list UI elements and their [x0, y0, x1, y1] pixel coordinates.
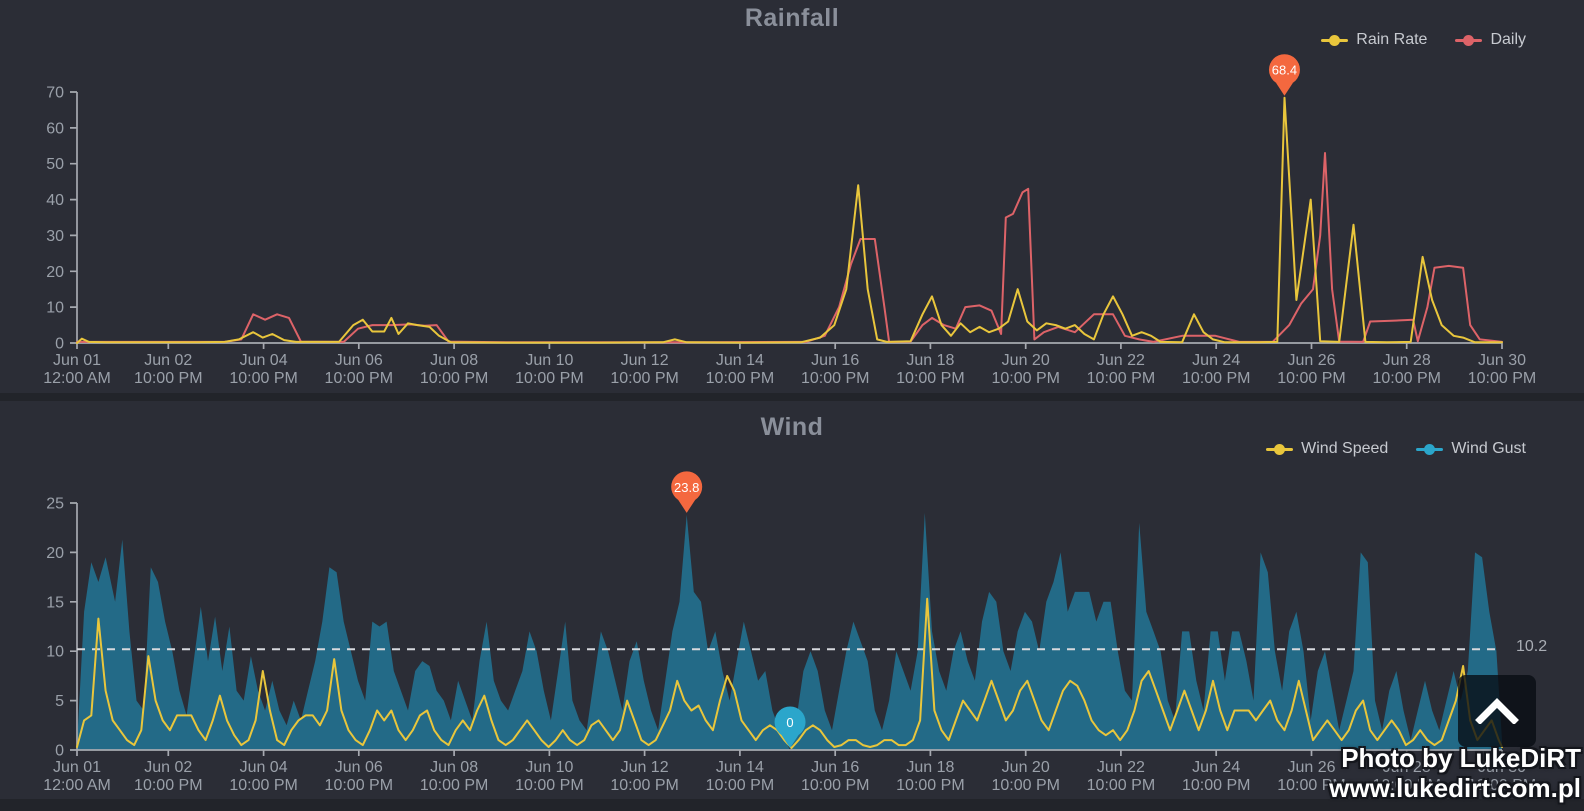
wind-speed-swatch-icon	[1266, 441, 1294, 457]
x-tick-label: Jun 04 10:00 PM	[229, 759, 297, 794]
rainfall-legend: Rain Rate Daily	[1321, 31, 1526, 49]
y-tick-label: 10	[46, 300, 64, 317]
rainfall-chart-title: Rainfall	[744, 4, 840, 32]
x-tick-label: Jun 02 10:00 PM	[134, 759, 202, 794]
legend-label-wind-gust: Wind Gust	[1451, 440, 1526, 457]
rain-rate-swatch-icon	[1321, 32, 1349, 48]
x-tick-label: Jun 08 10:00 PM	[420, 352, 488, 387]
axes	[70, 91, 1503, 349]
max-value-marker[interactable]: 68.4	[1268, 54, 1300, 96]
x-tick-label: Jun 01 12:00 AM	[43, 352, 111, 387]
y-tick-label: 40	[46, 192, 64, 209]
daily-swatch-icon	[1455, 32, 1483, 48]
y-tick-label: 15	[46, 594, 64, 611]
x-tick-label: Jun 26 10:00 PM	[1277, 759, 1345, 794]
series-wind-speed[interactable]	[76, 597, 1503, 749]
y-tick-label: 60	[46, 120, 64, 137]
x-tick-label: Jun 30 10:00 PM	[1468, 352, 1536, 387]
wind-legend: Wind Speed Wind Gust	[1266, 440, 1526, 458]
wind-chart[interactable]: 0 5 10 15 20 25 Jun 01 12:00 AM Jun 02 10:00 PM Ju…	[0, 401, 1584, 799]
x-tick-label: Jun 20 10:00 PM	[991, 352, 1059, 387]
marker-value-label: 0	[786, 715, 793, 730]
y-tick-label: 5	[55, 693, 64, 710]
x-tick-label: Jun 18 10:00 PM	[896, 352, 964, 387]
x-tick-label: Jun 26 10:00 PM	[1277, 352, 1345, 387]
x-tick-label: Jun 12 10:00 PM	[610, 759, 678, 794]
rainfall-chart[interactable]: 0 10 20 30 40 50 60 70 Jun 01 12:00 AM Jun 02 10:00…	[0, 0, 1584, 393]
wind-gust-swatch-icon	[1416, 441, 1444, 457]
y-tick-label: 30	[46, 228, 64, 245]
legend-label-daily: Daily	[1490, 31, 1526, 48]
y-tick-label: 25	[46, 496, 64, 513]
x-tick-label: Jun 10 10:00 PM	[515, 352, 583, 387]
y-tick-label: 20	[46, 545, 64, 562]
legend-item-wind-speed[interactable]: Wind Speed	[1266, 440, 1388, 458]
x-tick-label: Jun 22 10:00 PM	[1087, 352, 1155, 387]
series-wind-gust[interactable]	[77, 512, 1502, 750]
legend-label-rain-rate: Rain Rate	[1356, 31, 1428, 48]
y-tick-label: 20	[46, 264, 64, 281]
watermark-line1: Photo by LukeDiRT	[1341, 743, 1581, 773]
y-tick-label: 10	[46, 644, 64, 661]
y-tick-label: 50	[46, 156, 64, 173]
chevron-up-icon	[1475, 698, 1519, 724]
x-tick-label: Jun 06 10:00 PM	[325, 759, 393, 794]
marker-value-label: 68.4	[1272, 63, 1297, 78]
x-tick-label: Jun 10 10:00 PM	[515, 759, 583, 794]
x-tick-label: Jun 08 10:00 PM	[420, 759, 488, 794]
x-tick-label: Jun 24 10:00 PM	[1182, 759, 1250, 794]
x-tick-label: Jun 01 12:00 AM	[43, 759, 111, 794]
x-tick-label: Jun 14 10:00 PM	[706, 759, 774, 794]
x-tick-label: Jun 02 10:00 PM	[134, 352, 202, 387]
x-tick-label: Jun 28 10:00 PM	[1372, 352, 1440, 387]
x-tick-label: Jun 16 10:00 PM	[801, 352, 869, 387]
legend-item-rain-rate[interactable]: Rain Rate	[1321, 31, 1427, 49]
watermark-line2: www.lukedirt.com.pl	[1329, 773, 1581, 803]
x-tick-label: Jun 18 10:00 PM	[896, 759, 964, 794]
x-tick-label: Jun 16 10:00 PM	[801, 759, 869, 794]
photo-credit-watermark: Photo by LukeDiRT www.lukedirt.com.pl	[1329, 743, 1581, 803]
x-tick-label: Jun 30 10:00 PM	[1468, 759, 1536, 794]
wind-threshold-label: 10.2	[1516, 638, 1548, 655]
legend-item-wind-gust[interactable]: Wind Gust	[1416, 440, 1526, 458]
y-tick-label: 70	[46, 85, 64, 102]
x-tick-label: Jun 04 10:00 PM	[229, 352, 297, 387]
legend-item-daily[interactable]: Daily	[1455, 31, 1526, 49]
x-tick-label: Jun 28 10:00 PM	[1372, 759, 1440, 794]
marker-value-label: 23.8	[674, 480, 699, 495]
x-tick-label: Jun 12 10:00 PM	[610, 352, 678, 387]
min-value-marker[interactable]: 0	[774, 706, 806, 749]
wind-chart-title: Wind	[760, 413, 824, 441]
x-tick-label: Jun 24 10:00 PM	[1182, 352, 1250, 387]
axes	[70, 502, 1503, 756]
max-value-marker[interactable]: 23.8	[671, 471, 703, 513]
x-tick-label: Jun 22 10:00 PM	[1087, 759, 1155, 794]
y-tick-label: 0	[55, 336, 64, 353]
x-tick-label: Jun 06 10:00 PM	[325, 352, 393, 387]
series-daily[interactable]	[76, 152, 1503, 344]
x-tick-label: Jun 20 10:00 PM	[991, 759, 1059, 794]
scroll-to-top-button[interactable]	[1458, 675, 1536, 747]
legend-label-wind-speed: Wind Speed	[1301, 440, 1389, 457]
x-tick-label: Jun 14 10:00 PM	[706, 352, 774, 387]
y-tick-label: 0	[55, 743, 64, 760]
series-rain-rate[interactable]	[76, 96, 1503, 344]
